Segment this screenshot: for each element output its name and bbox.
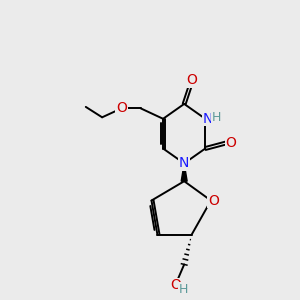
Text: O: O [208,194,219,208]
Text: O: O [186,73,197,87]
Text: N: N [179,156,189,170]
Text: H: H [179,283,188,296]
Text: N: N [202,112,213,126]
Polygon shape [181,164,187,181]
Text: O: O [226,136,237,150]
Text: O: O [116,101,127,116]
Text: O: O [170,278,181,292]
Text: H: H [212,111,221,124]
